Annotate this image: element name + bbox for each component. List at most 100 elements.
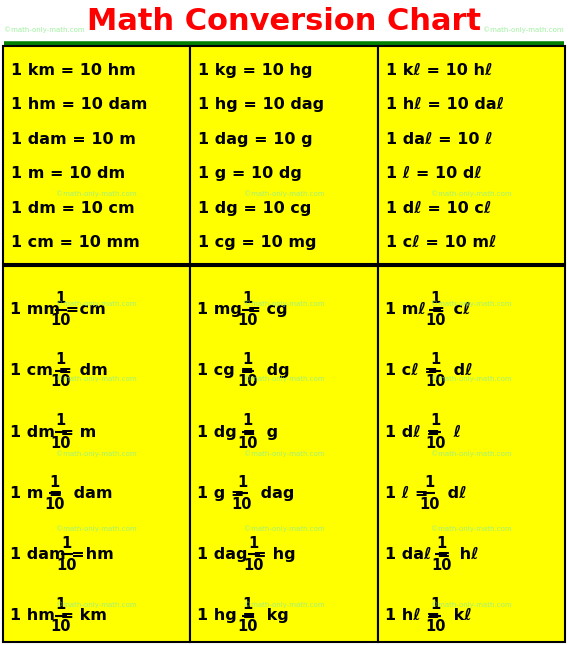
Text: dg: dg — [261, 363, 290, 379]
Text: 10: 10 — [237, 619, 258, 634]
Text: ©math-only-math.com: ©math-only-math.com — [244, 450, 324, 457]
Text: 10: 10 — [425, 619, 445, 634]
Text: g: g — [261, 424, 278, 439]
Text: Math Conversion Chart: Math Conversion Chart — [87, 8, 481, 37]
Text: ©math-only-math.com: ©math-only-math.com — [56, 190, 137, 197]
Text: 1 g = 10 dg: 1 g = 10 dg — [198, 166, 302, 181]
Text: 10: 10 — [51, 435, 71, 451]
Text: m: m — [74, 424, 96, 439]
Text: 1 dag =: 1 dag = — [197, 547, 273, 562]
Text: 1: 1 — [249, 536, 259, 551]
Bar — [190, 266, 378, 642]
Text: 1 hg =: 1 hg = — [197, 608, 262, 623]
Text: ©math-only-math.com: ©math-only-math.com — [431, 450, 512, 457]
Text: ©math-only-math.com: ©math-only-math.com — [4, 26, 85, 34]
Text: 1: 1 — [243, 291, 253, 306]
Bar — [3, 46, 190, 264]
Text: 1 dℓ = 10 cℓ: 1 dℓ = 10 cℓ — [386, 201, 491, 216]
Text: 10: 10 — [425, 435, 445, 451]
Text: 1 cg =: 1 cg = — [197, 363, 260, 379]
Text: 1: 1 — [430, 413, 440, 428]
Text: 1 ℓ =: 1 ℓ = — [385, 486, 433, 501]
Text: 1 hg = 10 dag: 1 hg = 10 dag — [198, 97, 324, 112]
Text: 10: 10 — [244, 558, 264, 573]
Text: 10: 10 — [51, 619, 71, 634]
Text: 10: 10 — [431, 558, 452, 573]
Text: 1 dℓ =: 1 dℓ = — [385, 424, 445, 439]
Text: 1 dm =: 1 dm = — [10, 424, 80, 439]
Text: 1 hℓ =: 1 hℓ = — [385, 608, 445, 623]
Text: 1 hℓ = 10 daℓ: 1 hℓ = 10 daℓ — [386, 97, 504, 112]
Text: 1 dg =: 1 dg = — [197, 424, 262, 439]
Text: 1 hm = 10 dam: 1 hm = 10 dam — [11, 97, 147, 112]
Text: 1: 1 — [56, 597, 66, 612]
Text: 1 dam =: 1 dam = — [10, 547, 90, 562]
Text: 1 kg = 10 hg: 1 kg = 10 hg — [198, 63, 313, 77]
Text: 10: 10 — [425, 313, 445, 328]
Text: 1 m =: 1 m = — [10, 486, 68, 501]
Text: ©math-only-math.com: ©math-only-math.com — [56, 601, 137, 608]
Text: 1 daℓ =: 1 daℓ = — [385, 547, 456, 562]
Text: ©math-only-math.com: ©math-only-math.com — [56, 300, 137, 306]
Text: 10: 10 — [56, 558, 77, 573]
Text: 1 daℓ = 10 ℓ: 1 daℓ = 10 ℓ — [386, 132, 492, 146]
Text: 1 dag = 10 g: 1 dag = 10 g — [198, 132, 313, 146]
Text: 10: 10 — [44, 497, 65, 511]
Text: ©math-only-math.com: ©math-only-math.com — [483, 26, 564, 34]
Text: 1: 1 — [49, 475, 60, 490]
Text: 1 cg = 10 mg: 1 cg = 10 mg — [198, 235, 317, 250]
Text: 10: 10 — [232, 497, 252, 511]
Text: 1: 1 — [56, 413, 66, 428]
Text: ©math-only-math.com: ©math-only-math.com — [244, 375, 324, 382]
Text: 1: 1 — [56, 291, 66, 306]
Text: 1 g =: 1 g = — [197, 486, 250, 501]
Text: 10: 10 — [237, 313, 258, 328]
Text: 1: 1 — [237, 475, 247, 490]
Text: 1: 1 — [430, 291, 440, 306]
Text: 1 mg =: 1 mg = — [197, 302, 267, 317]
Text: 1 m = 10 dm: 1 m = 10 dm — [11, 166, 125, 181]
Text: ©math-only-math.com: ©math-only-math.com — [56, 375, 137, 382]
Text: 1: 1 — [243, 352, 253, 367]
Bar — [3, 266, 190, 642]
Text: 1 ℓ = 10 dℓ: 1 ℓ = 10 dℓ — [386, 166, 482, 181]
Text: ©math-only-math.com: ©math-only-math.com — [431, 601, 512, 608]
Text: 1 cm =: 1 cm = — [10, 363, 78, 379]
Text: dℓ: dℓ — [442, 486, 467, 501]
Text: dam: dam — [68, 486, 112, 501]
Text: ©math-only-math.com: ©math-only-math.com — [244, 300, 324, 306]
Bar — [378, 46, 565, 264]
Bar — [378, 266, 565, 642]
Text: 10: 10 — [51, 374, 71, 390]
Text: 1: 1 — [61, 536, 72, 551]
Text: ©math-only-math.com: ©math-only-math.com — [431, 375, 512, 382]
Text: 1: 1 — [243, 597, 253, 612]
Text: 1: 1 — [430, 352, 440, 367]
Text: 1 mm =: 1 mm = — [10, 302, 85, 317]
Text: 1 hm =: 1 hm = — [10, 608, 80, 623]
Text: km: km — [74, 608, 106, 623]
Text: 1: 1 — [430, 597, 440, 612]
Text: 1: 1 — [243, 413, 253, 428]
Text: 1 kℓ = 10 hℓ: 1 kℓ = 10 hℓ — [386, 63, 492, 77]
Text: cg: cg — [261, 302, 287, 317]
Text: 1 cm = 10 mm: 1 cm = 10 mm — [11, 235, 140, 250]
Text: cm: cm — [74, 302, 105, 317]
Text: hℓ: hℓ — [454, 547, 479, 562]
Text: kℓ: kℓ — [448, 608, 472, 623]
Text: 1 dg = 10 cg: 1 dg = 10 cg — [198, 201, 312, 216]
Text: 1: 1 — [436, 536, 446, 551]
Text: dℓ: dℓ — [448, 363, 473, 379]
Text: 10: 10 — [237, 435, 258, 451]
Text: 1 km = 10 hm: 1 km = 10 hm — [11, 63, 136, 77]
Text: 10: 10 — [51, 313, 71, 328]
Text: ©math-only-math.com: ©math-only-math.com — [431, 526, 512, 532]
Text: ℓ: ℓ — [448, 424, 461, 439]
Bar — [190, 46, 378, 264]
Text: ©math-only-math.com: ©math-only-math.com — [431, 190, 512, 197]
Text: 10: 10 — [425, 374, 445, 390]
Text: dm: dm — [74, 363, 107, 379]
Text: hm: hm — [80, 547, 113, 562]
Text: cℓ: cℓ — [448, 302, 471, 317]
Text: 1 dm = 10 cm: 1 dm = 10 cm — [11, 201, 135, 216]
